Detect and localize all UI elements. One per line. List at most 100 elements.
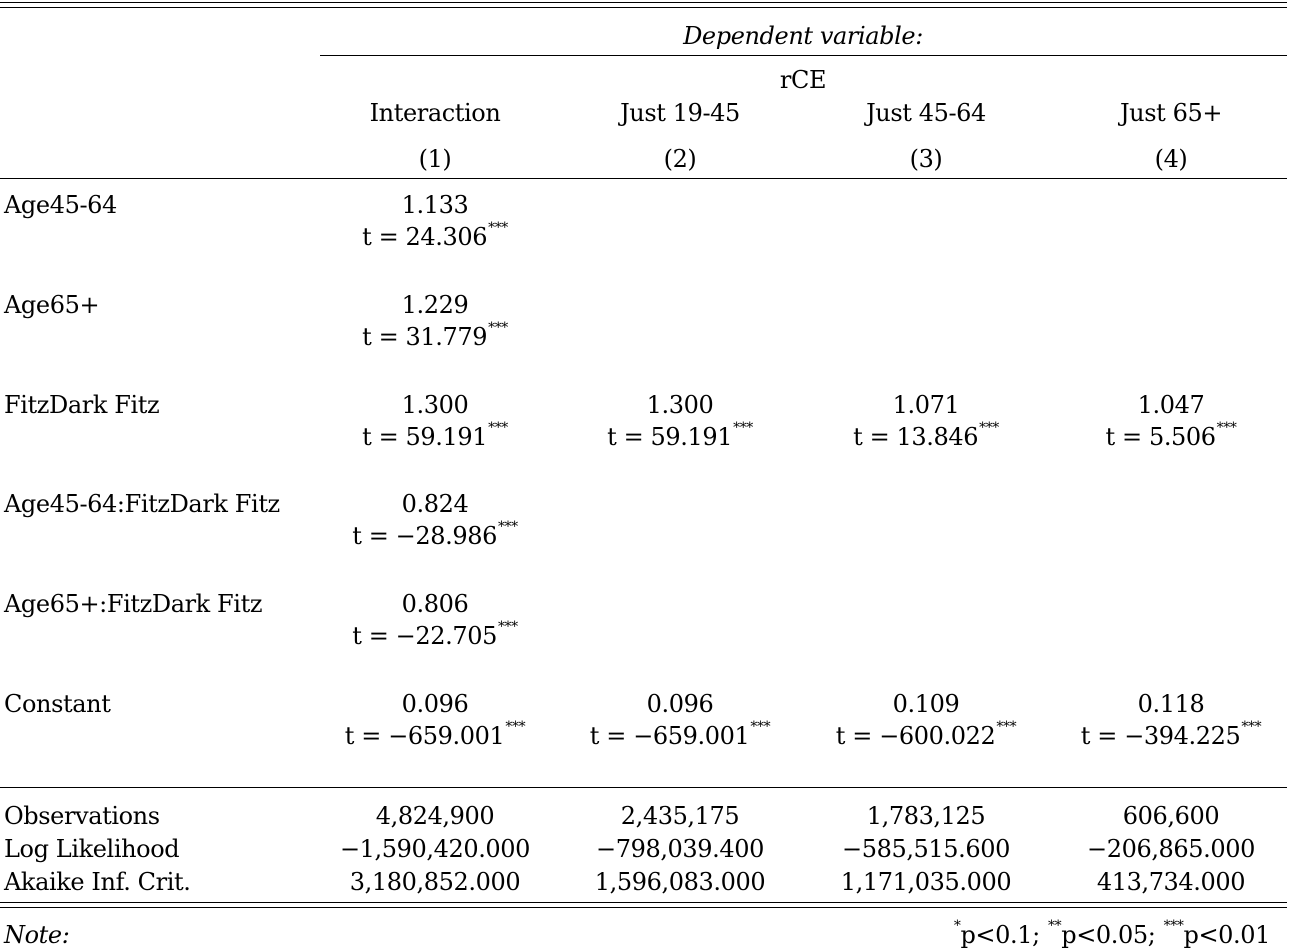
- stat-value: −798,039.400: [596, 835, 764, 863]
- significance-stars: *: [953, 918, 961, 934]
- dependent-variable-label: Dependent variable:: [683, 22, 923, 50]
- stat-value: 606,600: [1122, 802, 1220, 830]
- significance-stars: ***: [1241, 719, 1262, 735]
- t-statistic: [926, 622, 927, 650]
- coefficient-value: 0.109: [892, 690, 960, 718]
- stat-value: 2,435,175: [620, 802, 740, 830]
- significance-threshold: p<0.01: [1183, 921, 1270, 949]
- t-statistic-value: t = 59.191: [607, 423, 733, 451]
- row-label: Constant: [4, 690, 111, 718]
- stat-value: −206,865.000: [1087, 835, 1255, 863]
- t-statistic: [680, 223, 681, 251]
- header-partial-rule: [320, 55, 1287, 56]
- column-number: (4): [1154, 145, 1188, 173]
- stats-top-rule: [0, 787, 1287, 788]
- coefficient-value: 0.806: [401, 590, 469, 618]
- t-statistic: [680, 622, 681, 650]
- coefficient-value: 1.229: [401, 291, 469, 319]
- t-statistic: [680, 323, 681, 351]
- t-statistic-value: t = −600.022: [835, 722, 996, 750]
- coefficient-value: 1.300: [401, 391, 469, 419]
- significance-stars: ***: [505, 719, 526, 735]
- significance-stars: ***: [996, 719, 1017, 735]
- t-statistic: t = 59.191***: [607, 420, 753, 451]
- stat-value: 1,596,083.000: [594, 868, 766, 896]
- stat-value: 1,171,035.000: [840, 868, 1012, 896]
- stat-label: Log Likelihood: [4, 835, 180, 863]
- note-label: Note:: [4, 921, 70, 949]
- significance-stars: ***: [1216, 420, 1237, 436]
- coefficient-value: 0.096: [646, 690, 714, 718]
- t-statistic-value: t = 59.191: [362, 423, 488, 451]
- significance-stars: ***: [733, 420, 753, 436]
- significance-stars: ***: [1163, 918, 1184, 934]
- column-model-name: Interaction: [369, 99, 501, 127]
- coefficient-value: 1.071: [892, 391, 960, 419]
- t-statistic: [1171, 223, 1172, 251]
- stat-label: Akaike Inf. Crit.: [4, 868, 191, 896]
- t-statistic: t = 31.779***: [362, 320, 508, 351]
- t-statistic-value: t = −659.001: [589, 722, 750, 750]
- row-label: FitzDark Fitz: [4, 391, 160, 419]
- significance-stars: **: [1048, 918, 1062, 934]
- dependent-variable-name: rCE: [779, 66, 827, 94]
- coefficient-value: 0.118: [1137, 690, 1205, 718]
- column-model-name: Just 19-45: [620, 99, 740, 127]
- coefficient-value: 1.047: [1137, 391, 1205, 419]
- significance-note: *p<0.1; **p<0.05; ***p<0.01: [953, 918, 1271, 949]
- t-statistic: t = 24.306***: [362, 220, 508, 251]
- t-statistic: t = −394.225***: [1080, 719, 1262, 750]
- bottom-rule-inner: [0, 907, 1287, 908]
- column-number: (2): [663, 145, 697, 173]
- t-statistic: [1171, 522, 1172, 550]
- significance-stars: ***: [497, 619, 518, 635]
- t-statistic: [926, 522, 927, 550]
- t-statistic-value: t = −28.986: [352, 522, 497, 550]
- top-rule: [0, 2, 1287, 3]
- stat-value: 3,180,852.000: [349, 868, 521, 896]
- top-rule-inner: [0, 7, 1287, 8]
- significance-stars: ***: [488, 220, 508, 236]
- t-statistic: [1171, 323, 1172, 351]
- t-statistic: [926, 323, 927, 351]
- bottom-rule: [0, 902, 1287, 903]
- stat-value: 4,824,900: [375, 802, 495, 830]
- t-statistic: t = 59.191***: [362, 421, 508, 451]
- t-statistic-value: t = 5.506: [1105, 423, 1217, 451]
- column-model-name: Just 65+: [1119, 99, 1223, 127]
- row-label: Age65+:FitzDark Fitz: [4, 590, 263, 618]
- coefficient-value: 1.300: [646, 391, 714, 419]
- stat-value: 1,783,125: [866, 802, 986, 830]
- significance-threshold: p<0.05;: [1061, 921, 1156, 949]
- column-number: (3): [909, 145, 943, 173]
- row-label: Age45-64:FitzDark Fitz: [4, 490, 280, 518]
- t-statistic-value: t = 13.846: [853, 423, 979, 451]
- row-label: Age65+: [4, 291, 100, 319]
- stat-label: Observations: [4, 802, 160, 830]
- t-statistic: [1171, 622, 1172, 650]
- t-statistic: t = −28.986***: [352, 520, 518, 550]
- t-statistic-value: t = −22.705: [352, 622, 497, 650]
- t-statistic-value: t = 24.306: [362, 223, 488, 251]
- row-label: Age45-64: [4, 191, 117, 219]
- t-statistic-value: t = −659.001: [344, 722, 505, 750]
- stat-value: −585,515.600: [842, 835, 1010, 863]
- t-statistic: t = 13.846***: [853, 420, 999, 451]
- coefficient-value: 0.824: [401, 490, 469, 518]
- t-statistic: t = −659.001***: [589, 720, 771, 750]
- t-statistic: t = −659.001***: [344, 719, 526, 750]
- t-statistic-value: t = −394.225: [1080, 722, 1241, 750]
- t-statistic: [926, 223, 927, 251]
- significance-stars: ***: [488, 320, 508, 336]
- t-statistic: t = 5.506***: [1105, 420, 1237, 451]
- t-statistic: t = −22.705***: [352, 619, 518, 650]
- t-statistic-value: t = 31.779: [362, 323, 488, 351]
- stat-value: 413,734.000: [1096, 868, 1246, 896]
- t-statistic: t = −600.022***: [835, 719, 1017, 750]
- coefficient-value: 1.133: [401, 191, 469, 219]
- coefficient-value: 0.096: [401, 690, 469, 718]
- t-statistic: [680, 522, 681, 550]
- header-bottom-rule: [0, 178, 1287, 179]
- significance-stars: ***: [979, 420, 999, 436]
